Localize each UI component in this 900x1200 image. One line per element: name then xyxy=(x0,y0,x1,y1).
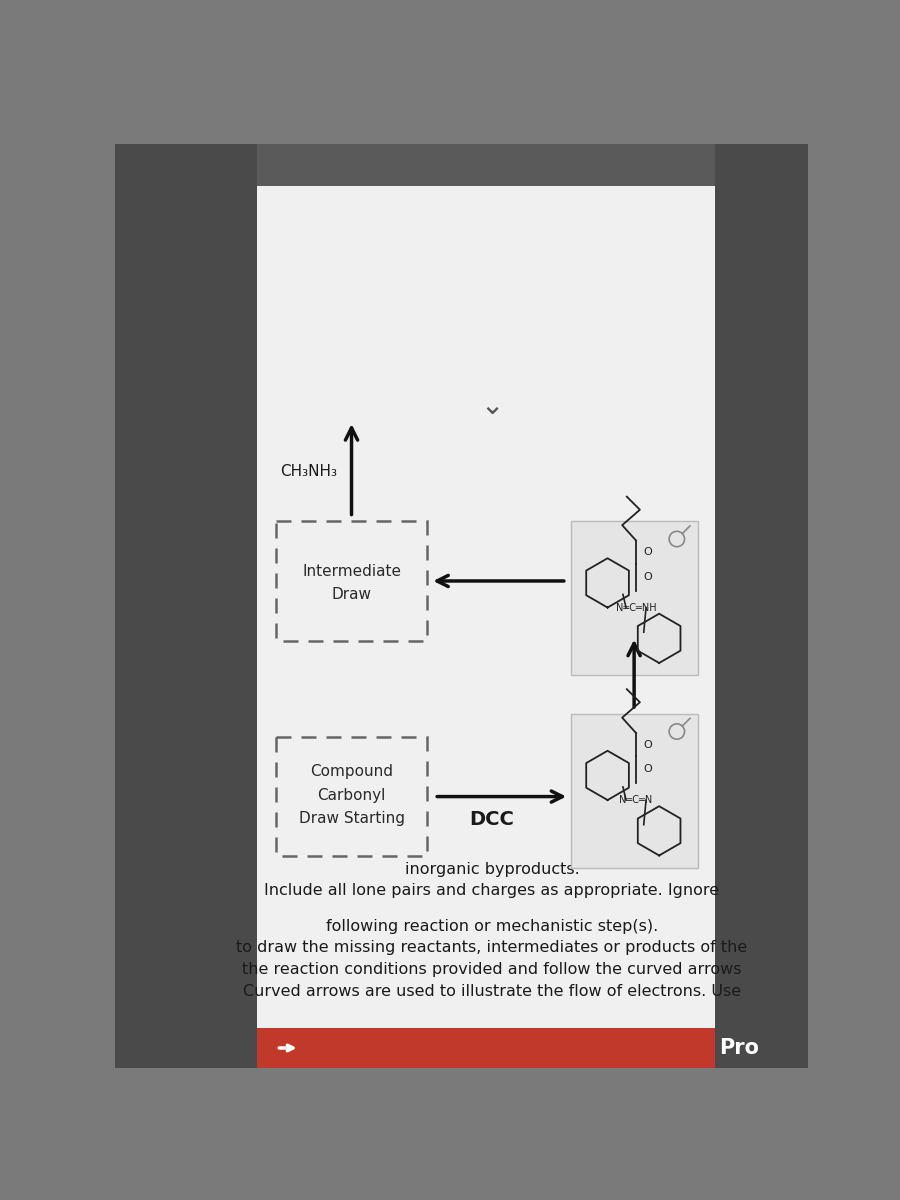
Text: ⌄: ⌄ xyxy=(481,391,504,420)
Text: O: O xyxy=(644,547,652,557)
Text: Carbonyl: Carbonyl xyxy=(318,787,386,803)
Bar xyxy=(571,714,698,868)
Bar xyxy=(276,521,427,641)
Text: inorganic byproducts.: inorganic byproducts. xyxy=(405,862,580,877)
Text: Compound: Compound xyxy=(310,764,393,780)
Text: DCC: DCC xyxy=(470,810,515,829)
Text: Draw: Draw xyxy=(331,587,372,602)
Text: Intermediate: Intermediate xyxy=(302,564,401,580)
Text: N═C═N: N═C═N xyxy=(619,796,652,805)
Text: Curved arrows are used to illustrate the flow of electrons. Use: Curved arrows are used to illustrate the… xyxy=(243,984,741,998)
Text: Include all lone pairs and charges as appropriate. Ignore: Include all lone pairs and charges as ap… xyxy=(265,883,720,899)
Text: Pro: Pro xyxy=(719,1038,760,1058)
Text: O: O xyxy=(644,739,652,750)
Bar xyxy=(257,1028,716,1068)
Text: N═C═NH: N═C═NH xyxy=(616,602,656,612)
Text: to draw the missing reactants, intermediates or products of the: to draw the missing reactants, intermedi… xyxy=(237,941,748,955)
Bar xyxy=(716,144,808,1068)
Bar xyxy=(257,186,716,1068)
Bar xyxy=(276,737,427,857)
Text: CH₃NH₃: CH₃NH₃ xyxy=(280,463,338,479)
Bar xyxy=(257,144,716,186)
Bar xyxy=(115,144,257,1068)
Text: the reaction conditions provided and follow the curved arrows: the reaction conditions provided and fol… xyxy=(242,962,742,977)
Text: following reaction or mechanistic step(s).: following reaction or mechanistic step(s… xyxy=(326,919,658,934)
Text: O: O xyxy=(644,764,652,774)
Bar xyxy=(571,521,698,676)
Text: Draw Starting: Draw Starting xyxy=(299,811,404,826)
Text: O: O xyxy=(644,571,652,582)
